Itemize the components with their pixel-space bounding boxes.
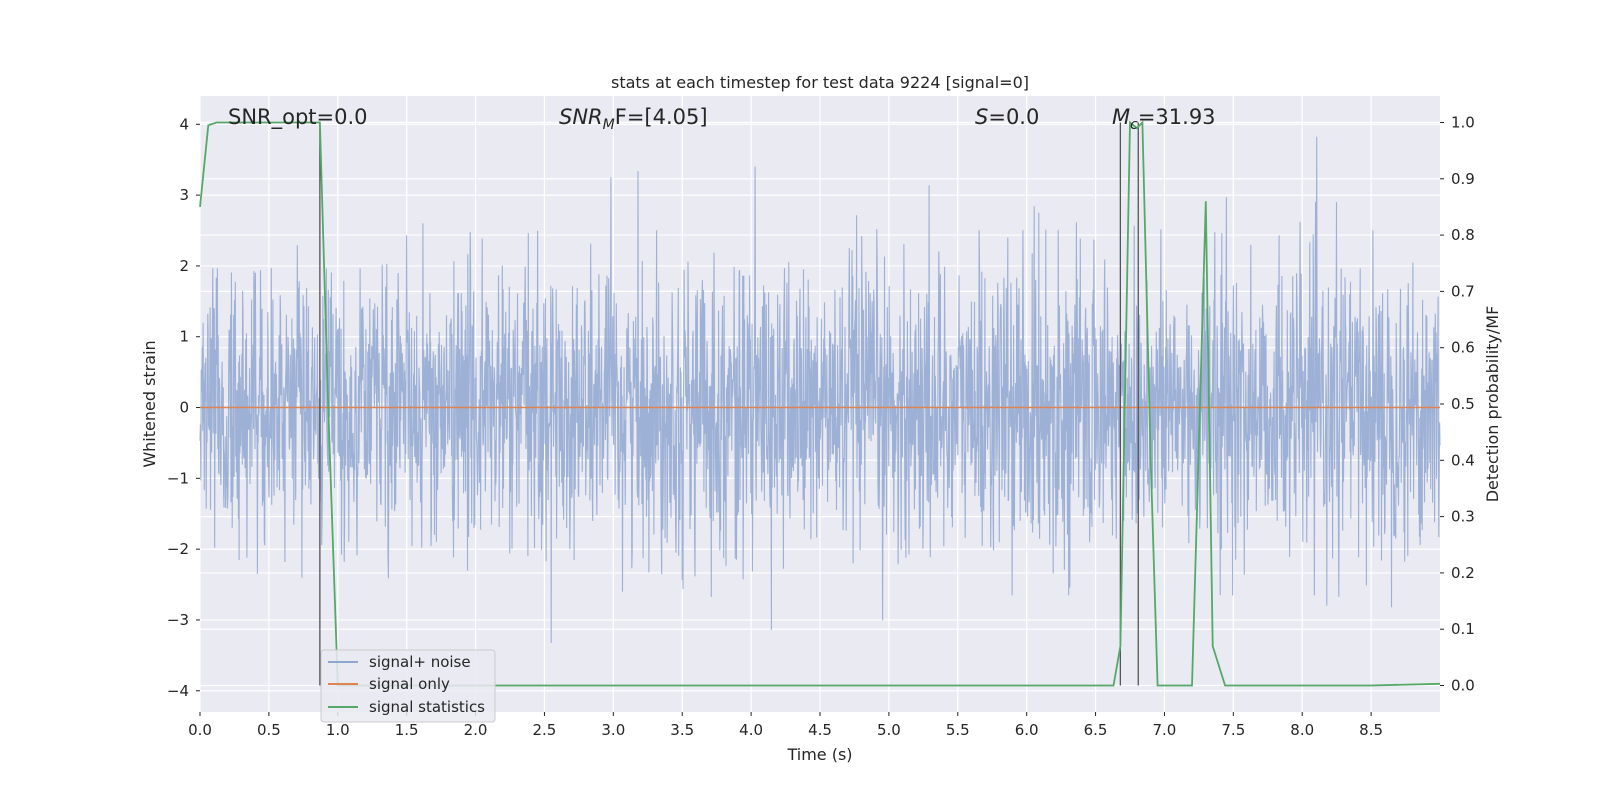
x-tick-label: 5.5	[946, 721, 970, 739]
y-tick-label: −4	[167, 682, 189, 700]
x-axis-title: Time (s)	[786, 745, 852, 764]
annotations: SNR_opt=0.0 SNRMF=[4.05] S=0.0 Mc=31.93	[228, 105, 1216, 133]
series-signal-noise	[199, 136, 1441, 644]
annotation-snr-opt: SNR_opt=0.0	[228, 105, 368, 130]
y2-tick-label: 0.3	[1451, 508, 1475, 526]
x-tick-label: 1.5	[395, 721, 419, 739]
x-tick-label: 0.5	[257, 721, 281, 739]
y2-axis-title: Detection probability/MF	[1483, 306, 1502, 503]
y2-tick-label: 0.7	[1451, 282, 1475, 300]
y2-tick-label: 0.1	[1451, 620, 1475, 638]
x-tick-label: 6.5	[1084, 721, 1108, 739]
annotation-snr-mf: SNRMF=[4.05]	[559, 105, 708, 133]
legend-label-signal-statistics: signal statistics	[369, 698, 485, 716]
y2-tick-label: 1.0	[1451, 113, 1475, 131]
y2-tick-label: 0.8	[1451, 226, 1475, 244]
x-axis-ticks: 0.0 0.5 1.0 1.5 2.0 2.5 3.0 3.5 4.0 4.5 5.0 5.5 6.0 6…	[188, 712, 1383, 739]
signal-statistics-line	[199, 120, 1441, 687]
y2-tick-label: 0.9	[1451, 170, 1475, 188]
y2-axis-ticks: 1.0 0.9 0.8 0.7 0.6 0.5 0.4 0.3 0.2 0.1 0.0	[1440, 113, 1475, 695]
x-tick-label: 1.0	[326, 721, 350, 739]
x-tick-label: 5.0	[877, 721, 901, 739]
x-tick-label: 4.0	[739, 721, 763, 739]
series-signal-statistics	[199, 120, 1441, 687]
legend-label-signal-noise: signal+ noise	[369, 653, 471, 671]
legend-label-signal-only: signal only	[369, 675, 450, 693]
legend: signal+ noise signal only signal statist…	[320, 649, 496, 723]
y-tick-label: 0	[179, 399, 189, 417]
y-axis-ticks: 4 3 2 1 0 −1 −2 −3 −4	[167, 115, 200, 700]
y-tick-label: 3	[179, 186, 189, 204]
chart-title: stats at each timestep for test data 922…	[611, 73, 1029, 92]
y-tick-label: 4	[179, 115, 189, 133]
x-tick-label: 2.5	[533, 721, 557, 739]
y-tick-label: −2	[167, 540, 189, 558]
annotation-s: S=0.0	[975, 105, 1039, 129]
x-tick-label: 4.5	[808, 721, 832, 739]
y-tick-label: −1	[167, 469, 189, 487]
y2-tick-label: 0.4	[1451, 451, 1475, 469]
x-tick-label: 3.5	[670, 721, 694, 739]
y-axis-title: Whitened strain	[140, 340, 159, 467]
signal-noise-line	[199, 136, 1441, 644]
y2-tick-label: 0.6	[1451, 339, 1475, 357]
x-tick-label: 3.0	[601, 721, 625, 739]
x-tick-label: 7.5	[1221, 721, 1245, 739]
x-tick-label: 8.0	[1290, 721, 1314, 739]
x-tick-label: 7.0	[1153, 721, 1177, 739]
x-tick-label: 6.0	[1015, 721, 1039, 739]
legend-box	[320, 649, 496, 723]
y-tick-label: 2	[179, 257, 189, 275]
y-tick-label: −3	[167, 611, 189, 629]
x-tick-label: 8.5	[1359, 721, 1383, 739]
vertical-markers	[319, 122, 1139, 686]
annotation-mc: Mc=31.93	[1112, 105, 1216, 133]
x-tick-label: 0.0	[188, 721, 212, 739]
y2-tick-label: 0.0	[1451, 677, 1475, 695]
y2-tick-label: 0.2	[1451, 564, 1475, 582]
y2-tick-label: 0.5	[1451, 395, 1475, 413]
x-tick-label: 2.0	[464, 721, 488, 739]
y-tick-label: 1	[179, 328, 189, 346]
